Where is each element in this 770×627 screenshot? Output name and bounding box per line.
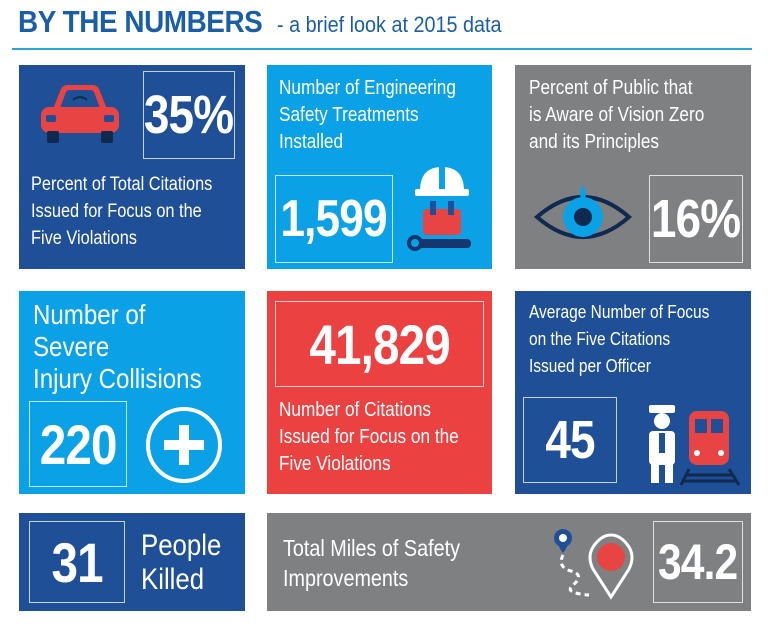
value-box: 31 (29, 521, 125, 603)
label-line: Severe (33, 331, 110, 362)
page-title: BY THE NUMBERS (18, 4, 263, 39)
label-line: Improvements (283, 565, 409, 591)
value-box: 220 (29, 401, 127, 487)
label-line: Issued per Officer (529, 356, 651, 376)
label-line: Issued for Focus on the (279, 426, 459, 448)
label-line: Percent of Total Citations (31, 174, 213, 195)
value-text: 16% (651, 189, 741, 249)
tile-safety-miles: Total Miles of Safety Improvements 34.2 (267, 513, 751, 611)
worker-icon (407, 161, 477, 264)
tile-label: Number of Citations Issued for Focus on … (279, 397, 488, 478)
page-subtitle: - a brief look at 2015 data (277, 12, 503, 37)
label-line: on the Five Citations (529, 329, 671, 349)
tile-per-officer: Average Number of Focus on the Five Cita… (515, 291, 751, 494)
map-route-icon (549, 523, 639, 608)
label-line: Five Violations (31, 228, 137, 249)
plus-icon (144, 405, 224, 490)
label-line: and its Principles (529, 131, 660, 153)
label-line: Number of Citations (279, 399, 432, 421)
tile-label: Average Number of Focus on the Five Cita… (529, 299, 739, 380)
value-text: 41,829 (309, 312, 450, 376)
car-icon (37, 79, 123, 156)
label-line: Installed (279, 131, 344, 153)
eye-icon (533, 183, 633, 254)
label-line: Percent of Public that (529, 77, 693, 99)
tile-label: Percent of Public that is Aware of Visio… (529, 75, 733, 156)
label-line: Issued for Focus on the (31, 201, 202, 222)
label-line: Number of Engineering (279, 77, 456, 99)
tile-severe-injury: Number of Severe Injury Collisions 220 (19, 291, 245, 494)
header-rule (12, 48, 752, 50)
value-text: 35% (144, 85, 234, 145)
label-line: is Aware of Vision Zero (529, 104, 705, 126)
value-text: 34.2 (658, 534, 738, 590)
value-box: 41,829 (275, 301, 484, 387)
tile-people-killed: 31 People Killed (19, 513, 245, 611)
tile-label: Number of Engineering Safety Treatments … (279, 75, 485, 156)
page-header: BY THE NUMBERS - a brief look at 2015 da… (18, 4, 527, 42)
tile-label: People Killed (141, 529, 234, 597)
value-box: 16% (649, 175, 743, 263)
label-line: Killed (141, 563, 205, 596)
value-text: 31 (51, 530, 103, 594)
value-text: 1,599 (280, 190, 388, 248)
tile-label: Total Miles of Safety Improvements (283, 533, 489, 593)
tile-label: Number of Severe Injury Collisions (33, 299, 229, 395)
tile-public-awareness: Percent of Public that is Aware of Visio… (515, 65, 751, 269)
tile-engineering: Number of Engineering Safety Treatments … (267, 65, 492, 269)
label-line: People (141, 529, 222, 562)
label-line: Number of (33, 299, 146, 330)
value-text: 45 (545, 410, 595, 470)
value-box: 45 (523, 397, 617, 483)
label-line: Injury Collisions (33, 363, 202, 394)
label-line: Five Violations (279, 453, 391, 475)
value-box: 1,599 (275, 175, 393, 263)
label-line: Total Miles of Safety (283, 535, 460, 561)
tile-label: Percent of Total Citations Issued for Fo… (31, 171, 242, 252)
officer-train-icon (641, 401, 745, 492)
label-line: Safety Treatments (279, 104, 419, 126)
value-text: 220 (39, 412, 118, 476)
value-box: 34.2 (653, 521, 743, 603)
label-line: Average Number of Focus (529, 302, 710, 322)
tile-citations-percent: 35% Percent of Total Citations Issued fo… (19, 65, 245, 269)
value-box: 35% (143, 71, 235, 159)
tile-total-citations: 41,829 Number of Citations Issued for Fo… (267, 291, 492, 494)
